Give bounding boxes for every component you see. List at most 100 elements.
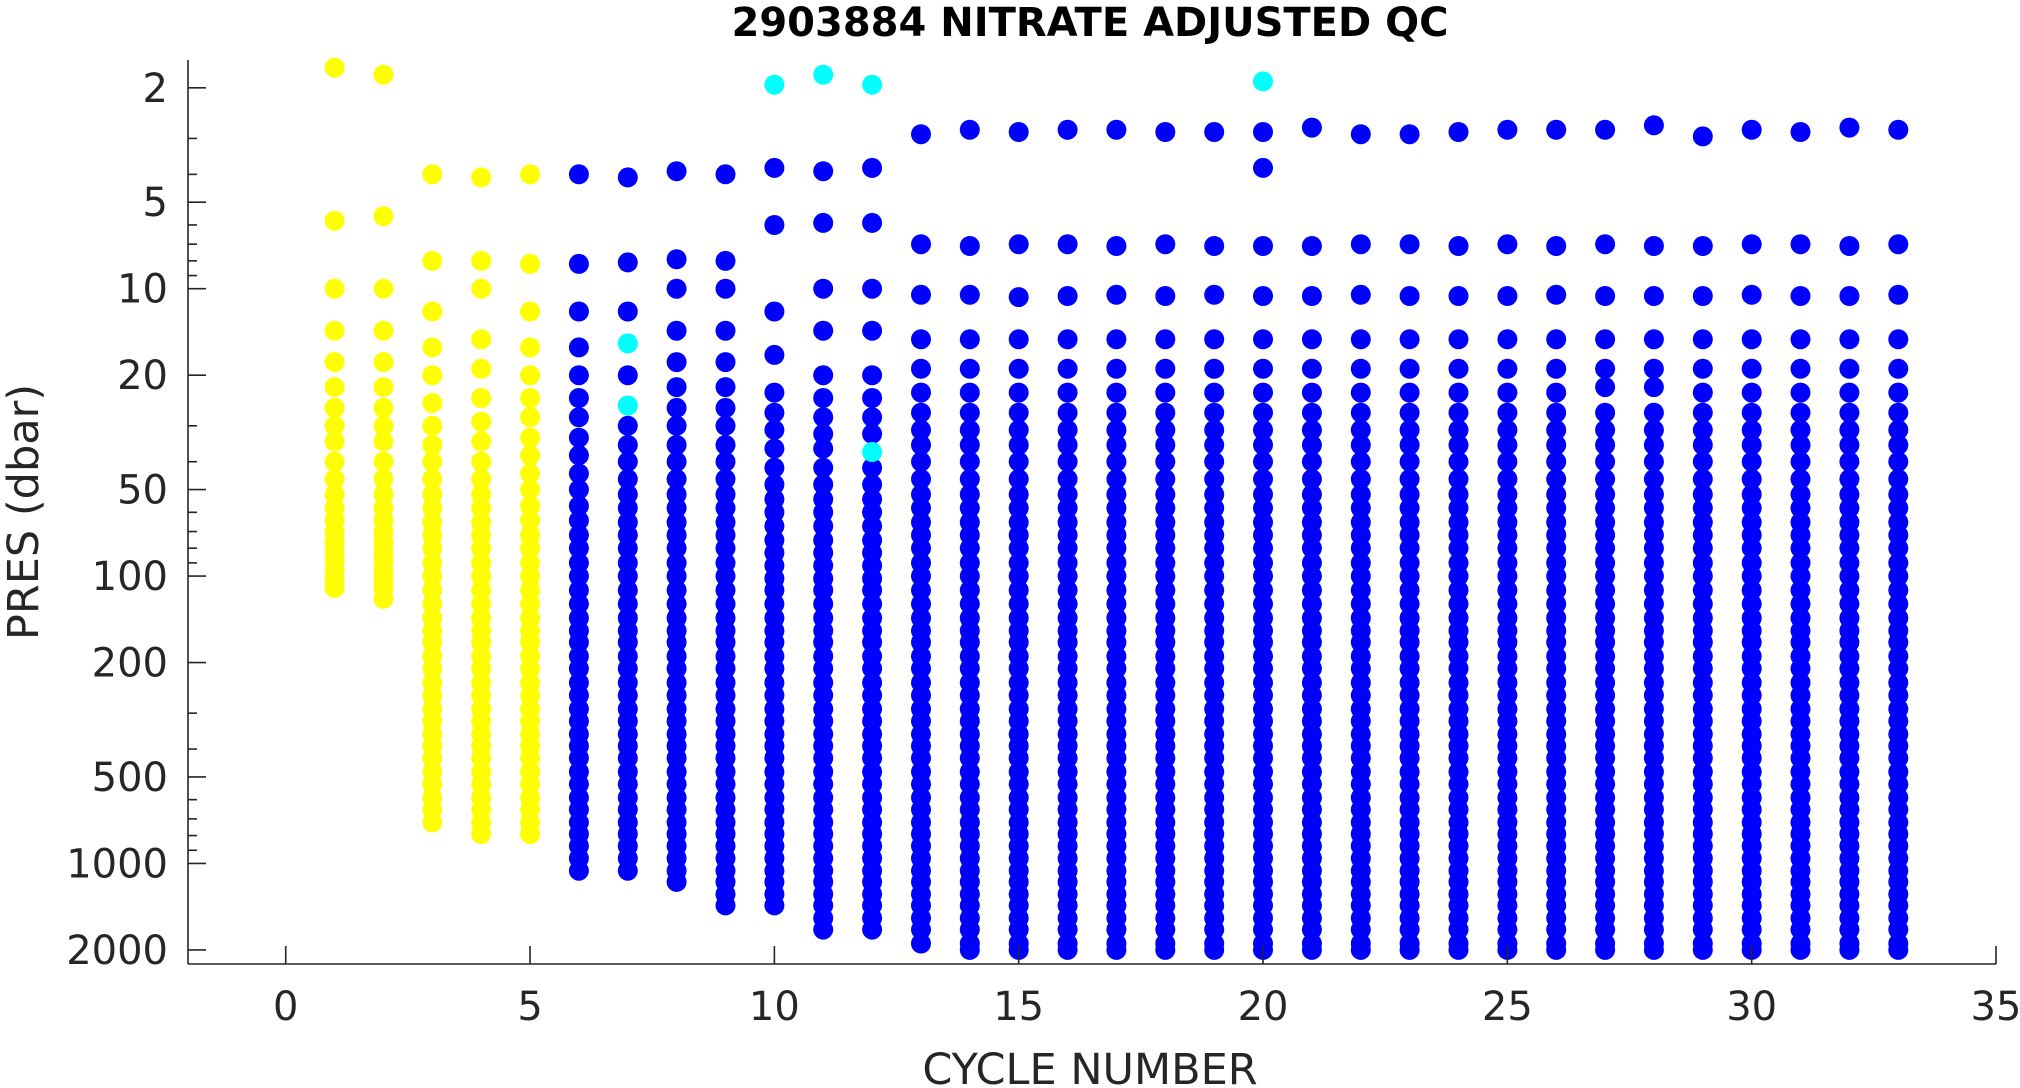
data-point-cycle-31 <box>1790 748 1811 769</box>
data-point-cycle-20 <box>1253 122 1273 142</box>
data-point-cycle-17 <box>1106 358 1127 379</box>
data-point-cycle-18 <box>1155 358 1176 379</box>
data-point-cycle-23 <box>1399 593 1420 614</box>
data-point-cycle-2 <box>373 206 394 227</box>
data-point-cycle-28 <box>1643 358 1664 379</box>
data-point-cycle-13 <box>911 933 931 954</box>
data-point-cycle-14 <box>959 538 980 559</box>
data-point-cycle-18 <box>1155 234 1176 255</box>
data-point-cycle-5 <box>520 593 541 614</box>
data-point-cycle-33 <box>1888 632 1909 653</box>
data-point-cycle-33 <box>1888 566 1909 587</box>
data-point-cycle-3 <box>422 435 443 455</box>
data-point-cycle-18 <box>1155 632 1176 653</box>
data-point-cycle-19 <box>1204 939 1225 960</box>
data-point-cycle-25 <box>1497 498 1518 519</box>
data-point-cycle-15 <box>1008 287 1029 308</box>
data-point-cycle-17 <box>1106 329 1127 350</box>
data-point-cycle-21 <box>1301 566 1322 587</box>
data-point-cycle-21 <box>1301 538 1322 559</box>
data-point-cycle-13 <box>911 124 931 145</box>
data-point-cycle-22 <box>1350 580 1371 601</box>
data-point-cycle-15 <box>1008 748 1029 769</box>
data-point-cycle-7 <box>617 580 638 601</box>
data-point-cycle-9 <box>715 164 736 185</box>
data-point-cycle-14 <box>959 566 980 587</box>
data-point-cycle-12 <box>862 388 883 408</box>
data-point-cycle-30 <box>1741 119 1762 140</box>
data-point-cycle-22 <box>1350 538 1371 559</box>
data-point-cycle-8 <box>666 161 687 182</box>
data-point-cycle-12 <box>862 278 883 299</box>
data-point-cycle-6 <box>568 253 589 274</box>
data-point-cycle-1 <box>324 278 345 299</box>
data-point-cycle-23 <box>1399 566 1420 587</box>
data-point-cycle-1 <box>324 320 345 341</box>
data-point-cycle-11 <box>813 632 834 653</box>
data-point-cycle-23 <box>1399 234 1420 255</box>
data-point-cycle-8 <box>666 469 687 490</box>
data-point-cycle-24 <box>1448 632 1469 653</box>
data-point-cycle-4 <box>471 451 492 472</box>
data-point-cycle-27 <box>1595 377 1616 398</box>
data-point-cycle-10 <box>764 658 785 679</box>
data-point-cycle-11 <box>813 474 834 495</box>
data-point-cycle-25 <box>1497 119 1518 140</box>
data-point-cycle-8 <box>666 484 687 505</box>
data-point-cycle-33 <box>1888 939 1909 960</box>
data-point-cycle-24 <box>1448 286 1469 306</box>
data-point-cycle-17 <box>1106 451 1127 472</box>
data-point-cycle-11 <box>813 502 834 523</box>
data-point-cycle-14 <box>959 469 980 490</box>
data-point-cycle-11 <box>813 320 834 341</box>
data-point-cycle-31 <box>1790 566 1811 587</box>
data-point-cycle-24 <box>1448 329 1469 350</box>
axes <box>187 60 1996 965</box>
data-point-cycle-8 <box>666 871 687 892</box>
data-point-cycle-29 <box>1692 382 1713 403</box>
data-point-cycle-16 <box>1057 658 1078 679</box>
data-point-cycle-20 <box>1253 329 1273 350</box>
data-point-cycle-30 <box>1741 358 1762 379</box>
y-tick-label: 2000 <box>66 928 168 974</box>
data-point-cycle-10 <box>764 215 785 235</box>
data-point-cycle-10 <box>764 593 785 614</box>
data-point-cycle-22 <box>1350 498 1371 519</box>
data-point-cycle-33 <box>1888 329 1909 350</box>
data-point-cycle-31 <box>1790 580 1811 601</box>
data-point-cycle-15 <box>1008 234 1029 255</box>
data-point-cycle-7 <box>617 252 638 273</box>
data-point-cycle-29 <box>1692 593 1713 614</box>
data-point-cycle-29 <box>1692 919 1713 940</box>
data-point-cycle-15 <box>1008 538 1029 559</box>
data-point-cycle-19 <box>1204 122 1225 142</box>
data-point-cycle-21 <box>1301 236 1322 256</box>
data-point-cycle-25 <box>1497 358 1518 379</box>
data-point-cycle-13 <box>911 435 931 455</box>
data-point-cycle-5 <box>520 427 541 448</box>
data-point-cycle-24 <box>1448 498 1469 519</box>
data-point-cycle-19 <box>1204 469 1225 490</box>
data-point-cycle-1 <box>324 577 345 598</box>
data-point-cycle-13 <box>911 498 931 519</box>
data-point-cycle-9 <box>715 352 736 373</box>
data-point-cycle-4 <box>471 658 492 679</box>
data-point-cycle-20 <box>1253 632 1273 653</box>
data-point-cycle-21 <box>1301 286 1322 306</box>
data-point-cycle-30 <box>1741 593 1762 614</box>
data-point-cycle-29 <box>1692 402 1713 423</box>
data-point-cycle-15 <box>1008 419 1029 440</box>
data-point-cycle-3 <box>422 632 443 653</box>
data-point-cycle-32 <box>1839 382 1860 403</box>
data-point-cycle-6 <box>568 495 589 516</box>
data-point-cycle-25 <box>1497 593 1518 614</box>
data-point-cycle-21 <box>1301 580 1322 601</box>
data-point-cycle-18 <box>1155 435 1176 455</box>
data-point-cycle-26 <box>1546 593 1567 614</box>
data-point-cycle-18 <box>1155 402 1176 423</box>
data-point-cycle-29 <box>1692 484 1713 505</box>
data-point-cycle-26 <box>1546 382 1567 403</box>
data-point-cycle-22 <box>1350 124 1371 145</box>
data-point-cycle-18 <box>1155 658 1176 679</box>
data-point-cycle-20 <box>1253 498 1273 519</box>
